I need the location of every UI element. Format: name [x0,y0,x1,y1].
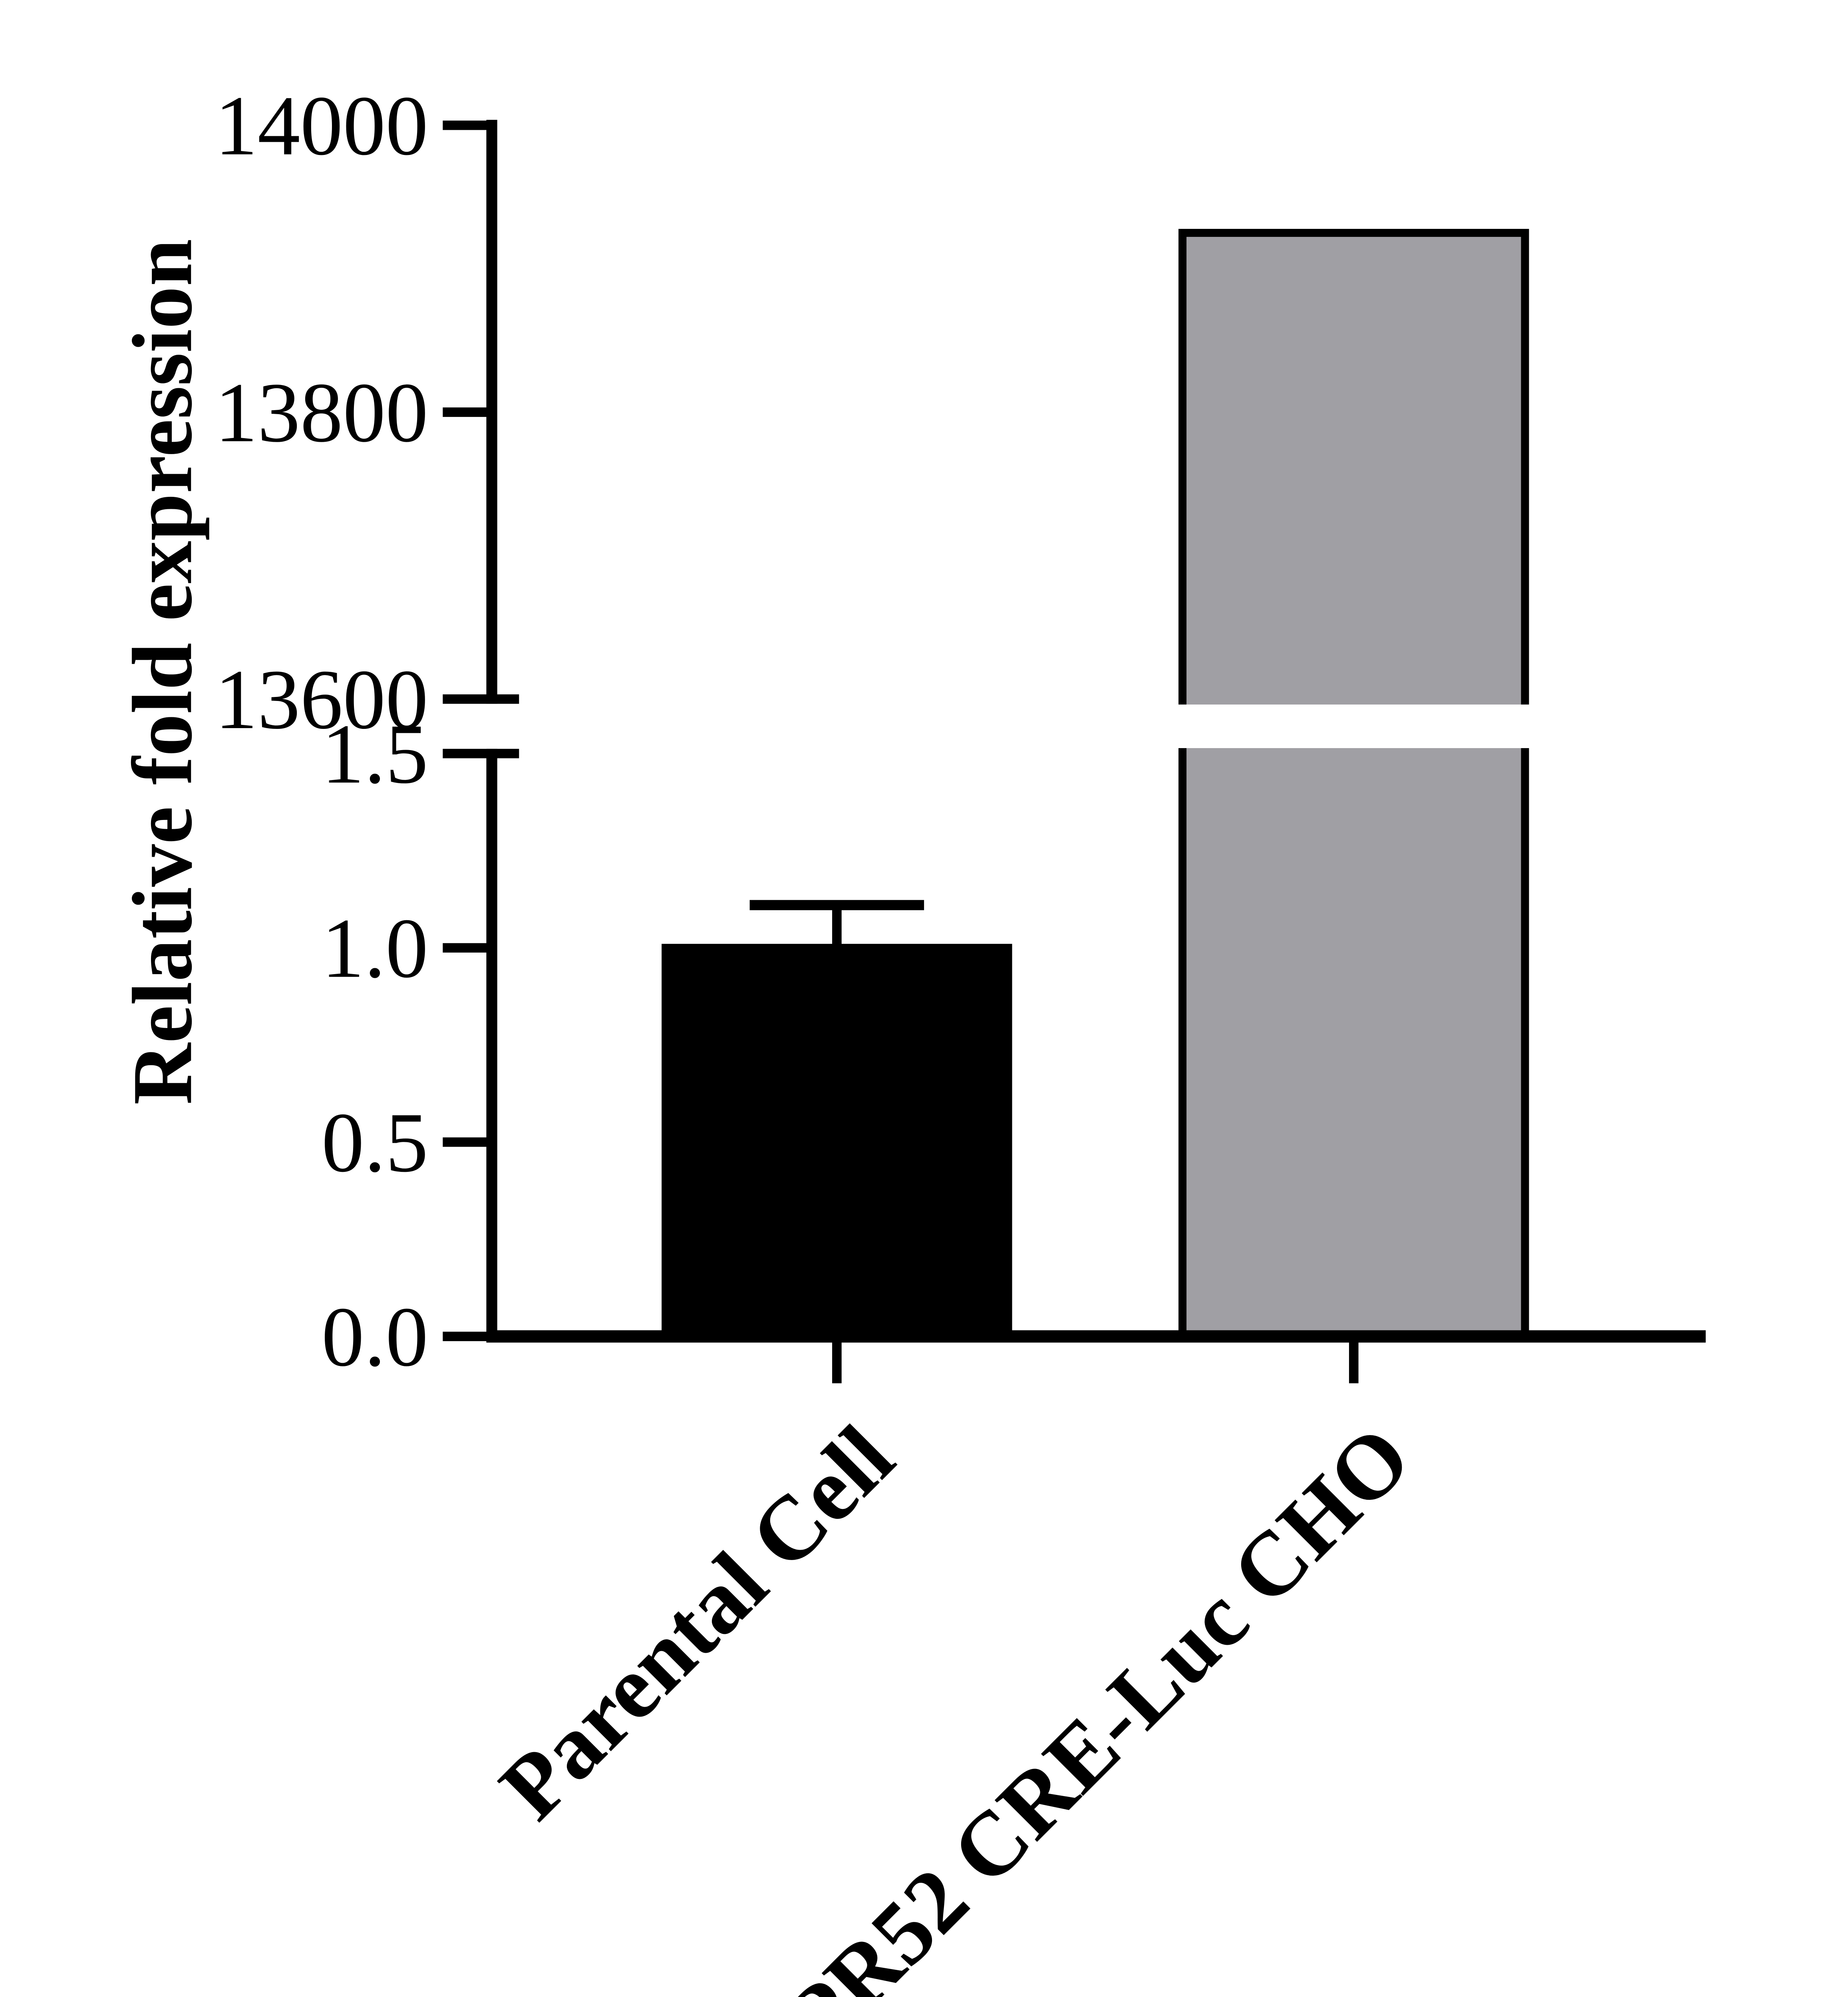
axis-break-gap [1166,704,1542,748]
bar-2 [1178,229,1529,1341]
chart-canvas: 13600 13800 14000 0.0 0.5 1.0 1.5 Parental Cell… [83,0,1765,1997]
y-tick-label: 1.0 [322,901,428,996]
y-tick-label: 0.5 [322,1096,428,1190]
bar-1 [662,944,1012,1341]
y-axis-title: Relative fold expression [115,239,210,1105]
y-tick-label: 0.0 [322,1290,428,1384]
y-tick-label: 13600 [215,653,428,747]
x-category-label: Parental Cell [481,1406,912,1838]
y-tick-label: 1.5 [322,707,428,801]
y-tick-label: 14000 [215,79,428,173]
y-tick-label: 13800 [215,366,428,460]
